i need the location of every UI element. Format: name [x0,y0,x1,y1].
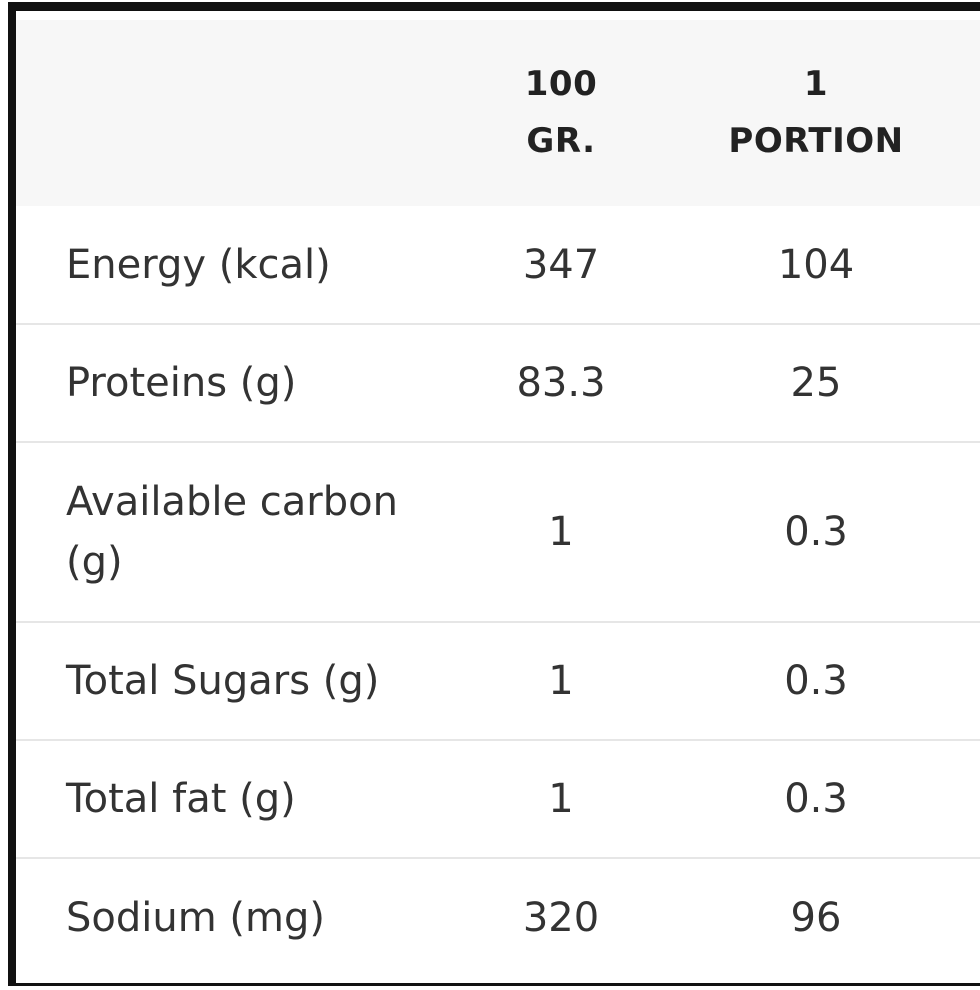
table-header: 100 GR. 1 PORTION [16,20,980,206]
table-row: Total fat (g) 1 0.3 [16,741,980,859]
value-100g: 1 [548,776,574,822]
table-row: Available carbon (g) 1 0.3 [16,443,980,623]
table-row: Proteins (g) 83.3 25 [16,325,980,443]
nutrient-label: Proteins (g) [66,360,297,406]
nutrient-label: Available carbon (g) [66,479,398,585]
value-portion: 0.3 [784,776,848,822]
nutrient-label: Total fat (g) [66,776,296,822]
value-portion: 25 [790,360,842,406]
column-header-portion: 1 PORTION [696,20,936,206]
value-100g: 1 [548,658,574,704]
column-header-100g: 100 GR. [471,20,651,206]
table-body: Energy (kcal) 347 104 Proteins (g) 83.3 … [16,206,980,977]
value-portion: 96 [790,895,842,941]
value-100g: 83.3 [516,360,606,406]
nutrient-label: Sodium (mg) [66,895,325,941]
column-header-portion-label: 1 PORTION [728,64,904,161]
value-100g: 1 [548,509,574,555]
value-100g: 347 [522,241,600,288]
nutrient-label: Total Sugars (g) [66,658,380,704]
table-row: Energy (kcal) 347 104 [16,206,980,325]
value-portion: 104 [777,241,855,288]
value-portion: 0.3 [784,658,848,704]
value-100g: 320 [522,895,600,941]
value-portion: 0.3 [784,509,848,555]
table-row: Sodium (mg) 320 96 [16,859,980,977]
table-row: Total Sugars (g) 1 0.3 [16,623,980,741]
nutrient-label: Energy (kcal) [66,241,331,288]
column-header-100g-label: 100 GR. [524,64,598,161]
nutrition-table: 100 GR. 1 PORTION Energy (kcal) 347 104 … [8,2,980,986]
